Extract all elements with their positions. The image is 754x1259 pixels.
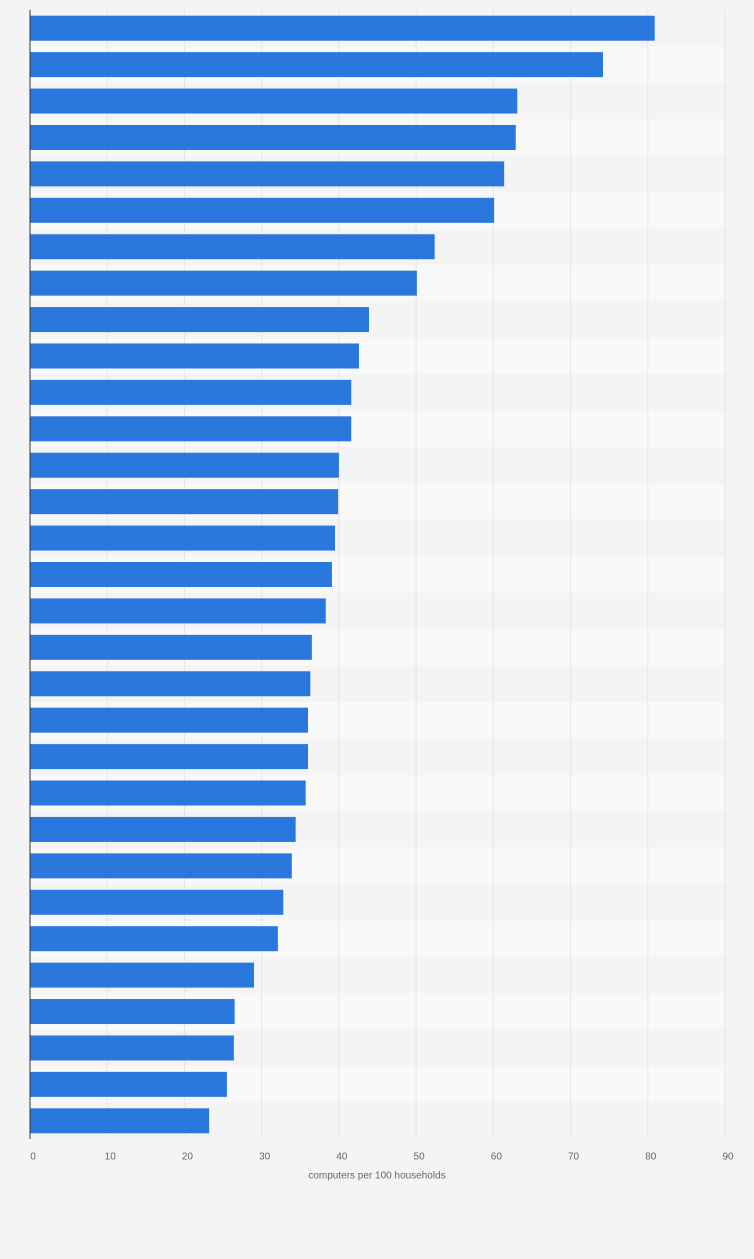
- bar: [30, 889, 284, 915]
- x-tick-label: 90: [722, 1152, 734, 1163]
- x-tick-label: 50: [414, 1152, 426, 1163]
- bar: [30, 999, 235, 1025]
- bar: [30, 780, 306, 806]
- bar: [30, 1035, 234, 1061]
- bar: [30, 343, 359, 369]
- bar: [30, 525, 336, 551]
- bar: [30, 1108, 210, 1134]
- x-axis-label: computers per 100 households: [308, 1171, 445, 1182]
- bar: [30, 234, 435, 260]
- bar: [30, 489, 339, 515]
- bar: [30, 161, 505, 187]
- x-tick-label: 40: [336, 1152, 348, 1163]
- bar: [30, 1071, 227, 1097]
- x-tick-label: 30: [259, 1152, 271, 1163]
- bar: [30, 52, 603, 78]
- bar: [30, 816, 296, 842]
- bar: [30, 926, 278, 952]
- bar: [30, 270, 417, 296]
- bar: [30, 962, 254, 988]
- bar: [30, 416, 352, 442]
- x-tick-label: 0: [30, 1152, 36, 1163]
- bar: [30, 88, 518, 114]
- bar: [30, 671, 311, 697]
- x-tick-label: 80: [645, 1152, 657, 1163]
- bar: [30, 562, 332, 587]
- bar: [30, 744, 308, 770]
- x-tick-label: 60: [491, 1152, 503, 1163]
- bar: [30, 307, 370, 333]
- bar: [30, 634, 312, 660]
- bar: [30, 853, 292, 879]
- x-tick-label: 10: [105, 1152, 117, 1163]
- bar: [30, 124, 516, 150]
- x-tick-label: 20: [182, 1152, 194, 1163]
- bar: [30, 379, 352, 405]
- bar: [30, 452, 339, 478]
- bar: [30, 707, 308, 733]
- bar: [30, 598, 326, 624]
- bar: [30, 197, 495, 223]
- bar: [30, 15, 655, 41]
- x-tick-label: 70: [568, 1152, 580, 1163]
